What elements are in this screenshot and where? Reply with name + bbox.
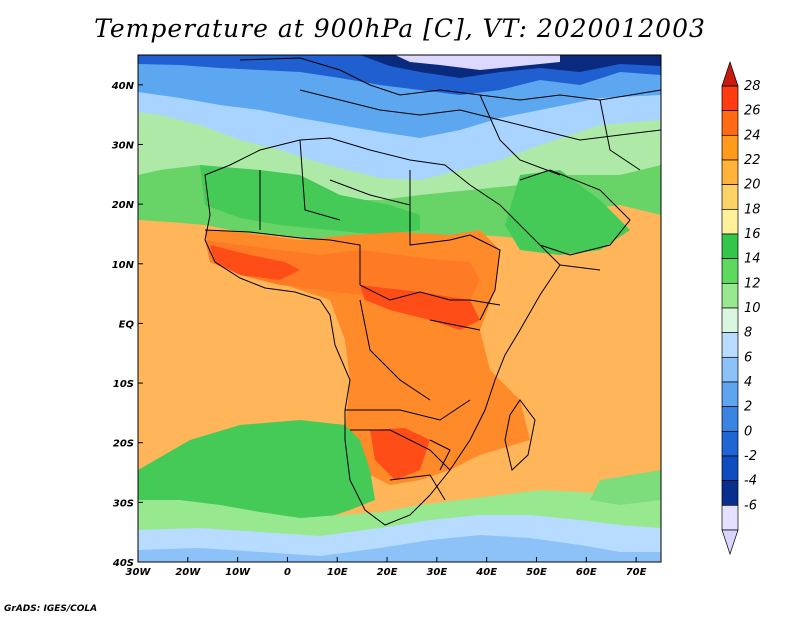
lon-tick-label: 30W bbox=[126, 567, 152, 578]
lat-tick-label: EQ bbox=[119, 319, 135, 330]
lat-tick-label: 30S bbox=[113, 498, 134, 509]
south-blue-zone bbox=[138, 535, 661, 562]
colorbar-swatch bbox=[721, 282, 739, 309]
colorbar-swatch bbox=[721, 208, 739, 235]
colorbar-swatch bbox=[721, 307, 739, 334]
colorbar-label: 28 bbox=[744, 79, 761, 94]
longitude-axis: 30W 20W 10W 0 10E 20E 30E 40E 50E 60E 70E bbox=[126, 557, 647, 578]
temperature-field bbox=[138, 55, 661, 562]
lat-tick-label: 40S bbox=[112, 558, 134, 569]
sahel-orange-zone bbox=[205, 240, 480, 300]
colorbar-swatch bbox=[721, 430, 739, 457]
colorbar-label: 20 bbox=[744, 178, 761, 193]
lon-tick-label: 20W bbox=[175, 567, 201, 578]
colorbar-label: -6 bbox=[744, 498, 757, 513]
colorbar-label: -4 bbox=[744, 474, 757, 489]
colorbar-swatch bbox=[721, 332, 739, 358]
sahara-green-zone bbox=[200, 165, 420, 235]
lon-tick-label: 70E bbox=[626, 567, 647, 578]
lon-tick-label: 20E bbox=[377, 567, 398, 578]
colorbar-swatch bbox=[721, 381, 739, 408]
colorbar-swatch bbox=[721, 159, 739, 186]
colorbar-label: 10 bbox=[744, 301, 761, 316]
lon-tick-label: 40E bbox=[475, 567, 497, 578]
lat-tick-label: 10N bbox=[112, 260, 135, 271]
colorbar-swatch bbox=[721, 85, 739, 112]
colorbar-label: 0 bbox=[744, 424, 752, 439]
lat-tick-label: 40N bbox=[111, 81, 135, 92]
colorbar-swatch bbox=[721, 455, 739, 482]
lon-tick-label: 10W bbox=[225, 567, 251, 578]
colorbar-label: 26 bbox=[744, 104, 761, 119]
lon-tick-label: 60E bbox=[576, 567, 597, 578]
colorbar-top-arrow bbox=[721, 60, 739, 87]
south-atlantic-green-zone bbox=[138, 420, 375, 520]
indian-ocean-green-zone bbox=[590, 470, 661, 505]
colorbar-label: 12 bbox=[744, 276, 761, 291]
lat-tick-label: 20S bbox=[113, 439, 134, 450]
grads-credit: GrADS: IGES/COLA bbox=[4, 604, 98, 614]
lat-tick-label: 30N bbox=[112, 140, 135, 151]
colorbar-swatch bbox=[721, 480, 739, 506]
map-title: Temperature at 900hPa [C], VT: 202001200… bbox=[94, 14, 706, 43]
colorbar-label: 4 bbox=[744, 375, 752, 390]
colorbar-swatch bbox=[721, 356, 739, 383]
colorbar-swatch bbox=[721, 504, 739, 531]
colorbar-swatch bbox=[721, 134, 739, 161]
colorbar-swatch bbox=[721, 184, 739, 210]
southern-hotspot bbox=[370, 428, 430, 480]
latitude-axis: 40N 30N 20N 10N EQ 10S 20S 30S 40S bbox=[111, 81, 143, 569]
colorbar-label: 8 bbox=[744, 326, 752, 341]
lon-tick-label: 30E bbox=[426, 567, 447, 578]
colorbar-swatch bbox=[721, 406, 739, 432]
colorbar-label: 2 bbox=[744, 400, 752, 415]
colorbar-label: 14 bbox=[744, 252, 761, 267]
arabia-green-zone bbox=[505, 170, 630, 255]
colorbar-label: 18 bbox=[744, 202, 761, 217]
north-lavender-zone bbox=[395, 55, 560, 70]
country-boundaries bbox=[204, 57, 662, 526]
lat-tick-label: 10S bbox=[113, 379, 134, 390]
colorbar-swatch bbox=[721, 258, 739, 284]
colorbar-label: 24 bbox=[744, 128, 761, 143]
lon-tick-label: 10E bbox=[327, 567, 348, 578]
central-hotspot bbox=[360, 285, 480, 330]
colorbar-bottom-arrow bbox=[721, 529, 739, 556]
lon-tick-label: 0 bbox=[284, 567, 291, 578]
colorbar-label: -2 bbox=[744, 449, 757, 464]
colorbar-label: 16 bbox=[744, 227, 761, 242]
colorbar-label: 22 bbox=[744, 153, 761, 168]
lon-tick-label: 50E bbox=[526, 567, 547, 578]
colorbar-swatch bbox=[721, 110, 739, 136]
west-africa-hotspot bbox=[210, 245, 300, 280]
colorbar-label: 6 bbox=[744, 350, 752, 365]
lat-tick-label: 20N bbox=[112, 200, 135, 211]
map-frame bbox=[137, 54, 662, 563]
colorbar-swatch bbox=[721, 233, 739, 260]
